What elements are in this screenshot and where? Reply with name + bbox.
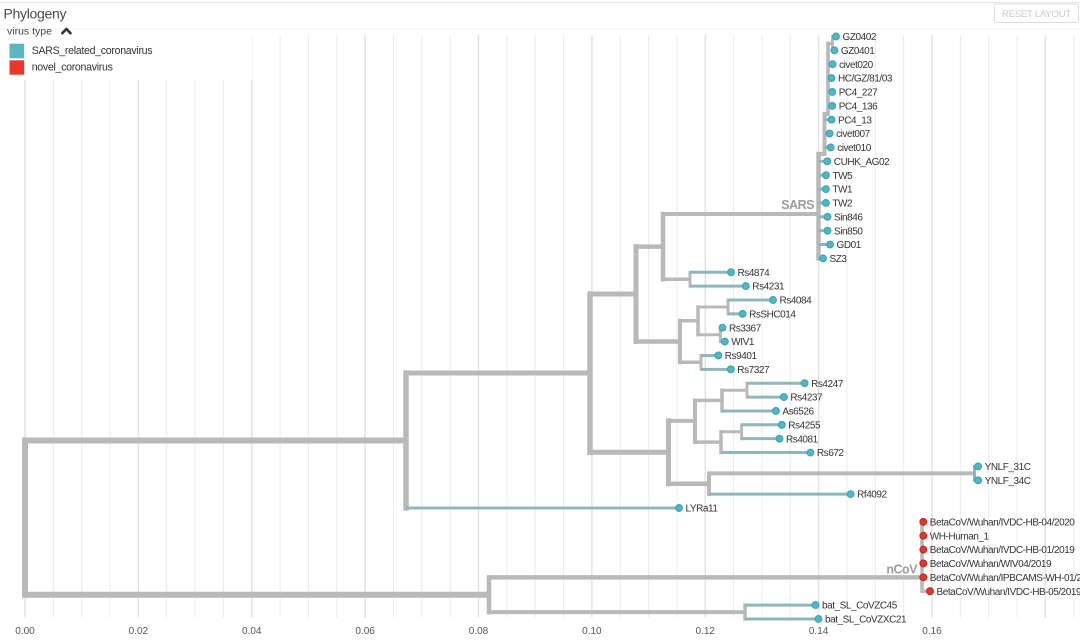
svg-text:Rs4237: Rs4237 bbox=[790, 393, 823, 404]
svg-text:bat_SL_CoVZXC21: bat_SL_CoVZXC21 bbox=[825, 615, 907, 626]
svg-text:PC4_227: PC4_227 bbox=[839, 88, 878, 99]
svg-text:BetaCoV/Wuhan/IVDC-HB-01/2019: BetaCoV/Wuhan/IVDC-HB-01/2019 bbox=[930, 545, 1076, 556]
svg-text:novel_coronavirus: novel_coronavirus bbox=[32, 62, 113, 74]
svg-text:LYRa11: LYRa11 bbox=[686, 504, 719, 515]
svg-text:YNLF_31C: YNLF_31C bbox=[985, 462, 1031, 473]
svg-text:BetaCoV/Wuhan/IVDC-HB-04/2020: BetaCoV/Wuhan/IVDC-HB-04/2020 bbox=[930, 517, 1076, 528]
svg-text:Rs4084: Rs4084 bbox=[780, 296, 813, 307]
svg-text:PC4_136: PC4_136 bbox=[839, 101, 878, 112]
svg-text:Sin846: Sin846 bbox=[834, 212, 863, 223]
svg-text:TW1: TW1 bbox=[832, 185, 853, 196]
svg-text:civet007: civet007 bbox=[836, 129, 871, 140]
svg-text:GZ0401: GZ0401 bbox=[841, 46, 875, 57]
svg-text:CUHK_AG02: CUHK_AG02 bbox=[834, 157, 890, 168]
svg-text:RESET LAYOUT: RESET LAYOUT bbox=[1002, 9, 1071, 20]
svg-text:Rs7327: Rs7327 bbox=[737, 365, 770, 376]
svg-text:SARS: SARS bbox=[781, 198, 814, 212]
svg-text:SARS_related_coronavirus: SARS_related_coronavirus bbox=[32, 45, 153, 57]
svg-text:nCoV: nCoV bbox=[886, 563, 918, 577]
svg-text:BetaCoV/Wuhan/WIV04/2019: BetaCoV/Wuhan/WIV04/2019 bbox=[930, 559, 1052, 570]
svg-text:0.06: 0.06 bbox=[355, 626, 375, 637]
svg-text:Rs3367: Rs3367 bbox=[729, 323, 762, 334]
svg-text:Rs4255: Rs4255 bbox=[788, 420, 821, 431]
svg-text:Rs4874: Rs4874 bbox=[738, 268, 771, 279]
svg-text:WIV1: WIV1 bbox=[731, 337, 755, 348]
svg-text:Rs672: Rs672 bbox=[817, 448, 845, 459]
svg-text:Rs4231: Rs4231 bbox=[752, 282, 785, 293]
svg-text:Sin850: Sin850 bbox=[834, 226, 863, 237]
svg-text:SZ3: SZ3 bbox=[830, 254, 848, 265]
svg-text:GZ0402: GZ0402 bbox=[843, 32, 877, 43]
svg-text:Rs4081: Rs4081 bbox=[786, 434, 819, 445]
svg-text:0.04: 0.04 bbox=[242, 626, 262, 637]
svg-text:virus type: virus type bbox=[7, 26, 52, 38]
svg-text:civet020: civet020 bbox=[839, 60, 874, 71]
svg-text:WH-Human_1: WH-Human_1 bbox=[930, 531, 990, 542]
svg-text:BetaCoV/Wuhan/IPBCAMS-WH-01/20: BetaCoV/Wuhan/IPBCAMS-WH-01/2019 bbox=[930, 573, 1080, 584]
svg-text:GD01: GD01 bbox=[837, 240, 862, 251]
svg-text:civet010: civet010 bbox=[837, 143, 872, 154]
svg-text:HC/GZ/81/03: HC/GZ/81/03 bbox=[838, 74, 893, 85]
svg-text:RsSHC014: RsSHC014 bbox=[749, 309, 796, 320]
svg-text:TW5: TW5 bbox=[833, 171, 854, 182]
svg-text:0.02: 0.02 bbox=[129, 626, 149, 637]
svg-text:0.16: 0.16 bbox=[922, 626, 942, 637]
svg-text:0.00: 0.00 bbox=[15, 626, 35, 637]
svg-text:TW2: TW2 bbox=[832, 199, 853, 210]
svg-text:Rf4092: Rf4092 bbox=[857, 490, 887, 501]
svg-text:0.10: 0.10 bbox=[582, 626, 602, 637]
svg-text:0.12: 0.12 bbox=[696, 626, 716, 637]
svg-text:BetaCoV/Wuhan/IVDC-HB-05/2019: BetaCoV/Wuhan/IVDC-HB-05/2019 bbox=[937, 587, 1080, 598]
svg-text:As6526: As6526 bbox=[782, 407, 814, 418]
svg-text:Phylogeny: Phylogeny bbox=[4, 6, 67, 22]
svg-text:bat_SL_CoVZC45: bat_SL_CoVZC45 bbox=[822, 601, 898, 612]
svg-text:0.08: 0.08 bbox=[469, 626, 489, 637]
svg-text:Rs4247: Rs4247 bbox=[811, 379, 844, 390]
svg-text:YNLF_34C: YNLF_34C bbox=[985, 476, 1031, 487]
svg-text:PC4_13: PC4_13 bbox=[838, 115, 872, 126]
svg-text:0.14: 0.14 bbox=[809, 626, 829, 637]
svg-text:Rs9401: Rs9401 bbox=[725, 351, 758, 362]
